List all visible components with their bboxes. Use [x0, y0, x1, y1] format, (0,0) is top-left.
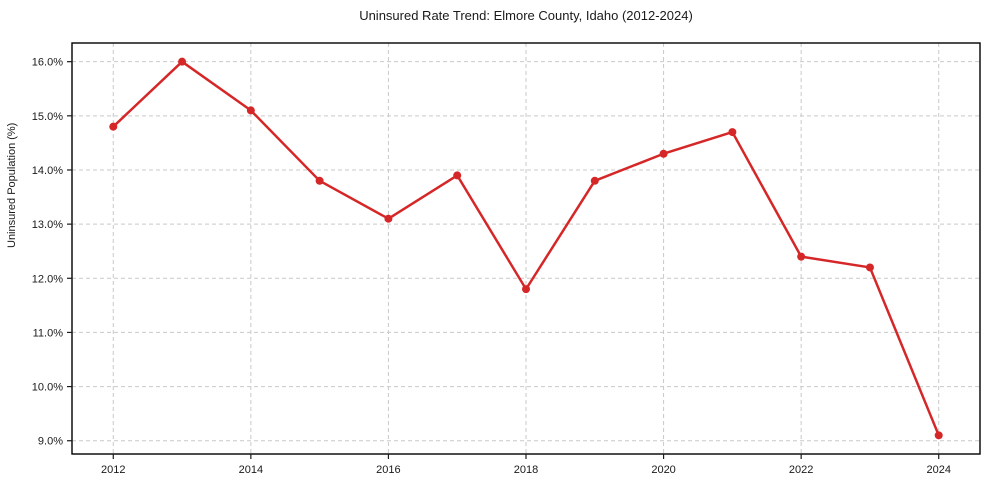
y-tick-label: 13.0% [32, 219, 63, 231]
data-point [453, 171, 462, 180]
data-point [109, 122, 118, 131]
x-tick-label: 2014 [239, 464, 263, 476]
x-tick-label: 2020 [651, 464, 675, 476]
x-tick-label: 2016 [376, 464, 400, 476]
data-point [522, 285, 530, 294]
data-point [934, 431, 943, 440]
data-point [659, 149, 668, 158]
data-point [315, 176, 324, 185]
y-tick-label: 15.0% [32, 111, 63, 123]
chart-title: Uninsured Rate Trend: Elmore County, Ida… [359, 8, 693, 23]
y-tick-label: 12.0% [32, 273, 63, 285]
data-point [865, 263, 874, 272]
x-tick-label: 2022 [789, 464, 813, 476]
data-point [246, 106, 255, 115]
x-tick-label: 2012 [101, 464, 125, 476]
data-point [728, 128, 737, 137]
y-tick-label: 16.0% [32, 57, 63, 69]
data-point [178, 57, 187, 66]
data-point [384, 214, 393, 223]
y-tick-label: 10.0% [32, 382, 63, 394]
data-point [797, 252, 806, 261]
x-tick-label: 2024 [926, 464, 950, 476]
y-tick-label: 9.0% [38, 436, 63, 448]
y-tick-label: 11.0% [33, 327, 64, 339]
y-tick-label: 14.0% [32, 165, 63, 177]
data-point [590, 176, 599, 185]
x-tick-label: 2018 [514, 464, 538, 476]
